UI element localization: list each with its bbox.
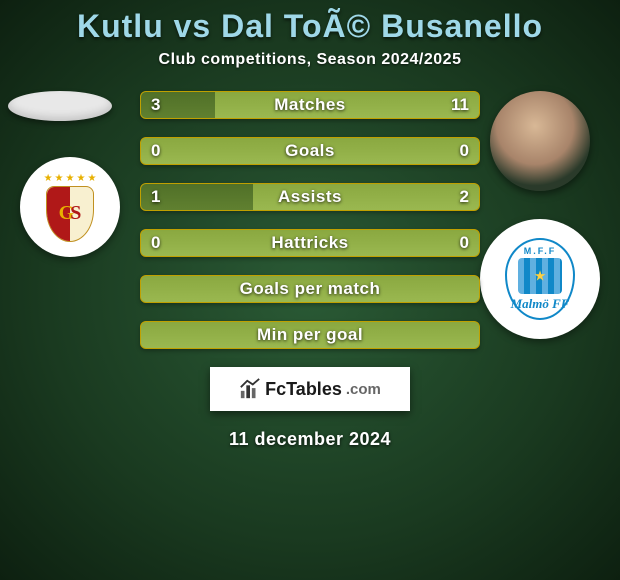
watermark: FcTables.com <box>210 367 410 411</box>
stat-right-value: 2 <box>460 184 469 210</box>
stat-left-value: 0 <box>151 138 160 164</box>
crest-star-icon: ★ <box>534 268 547 285</box>
stat-left-value: 3 <box>151 92 160 118</box>
player-right-avatar <box>490 91 590 191</box>
stats-bars: 3 Matches 11 0 Goals 0 1 Assists 2 0 Hattricks 0 Goa… <box>140 91 480 367</box>
stat-label: Hattricks <box>271 233 348 253</box>
stat-right-value: 0 <box>460 138 469 164</box>
crest-top-text: M.F.F <box>524 246 557 256</box>
card: Kutlu vs Dal ToÃ© Busanello Club competi… <box>0 0 620 580</box>
stat-row: Min per goal <box>140 321 480 349</box>
stat-label: Goals <box>285 141 335 161</box>
stat-left-value: 1 <box>151 184 160 210</box>
date-text: 11 december 2024 <box>229 429 391 450</box>
club-right-badge: M.F.F ★ Malmö FF <box>480 219 600 339</box>
crest-bottom-text: Malmö FF <box>511 296 570 312</box>
chart-icon <box>239 378 261 400</box>
stat-label: Goals per match <box>240 279 381 299</box>
page-title: Kutlu vs Dal ToÃ© Busanello <box>0 8 620 45</box>
page-subtitle: Club competitions, Season 2024/2025 <box>0 51 620 69</box>
stat-right-value: 0 <box>460 230 469 256</box>
stat-label: Matches <box>274 95 346 115</box>
stat-right-value: 11 <box>451 92 469 118</box>
stat-row: 0 Hattricks 0 <box>140 229 480 257</box>
crest-shield: GS <box>46 186 94 242</box>
stat-label: Assists <box>278 187 342 207</box>
crest-stars: ★★★★★ <box>44 173 97 184</box>
crest-stripes: ★ <box>518 258 562 294</box>
stat-row: 1 Assists 2 <box>140 183 480 211</box>
main-area: ★★★★★ GS M.F.F ★ Malmö FF 3Matches110Goa… <box>0 97 620 497</box>
stat-row: 0 Goals 0 <box>140 137 480 165</box>
stat-row: 3 Matches 11 <box>140 91 480 119</box>
watermark-text: FcTables <box>265 379 342 400</box>
watermark-suffix: .com <box>346 381 381 398</box>
player-left-placeholder <box>8 91 112 121</box>
galatasaray-crest-icon: ★★★★★ GS <box>44 173 97 242</box>
club-left-badge: ★★★★★ GS <box>20 157 120 257</box>
malmo-crest-icon: M.F.F ★ Malmö FF <box>505 238 575 320</box>
stat-left-value: 0 <box>151 230 160 256</box>
stat-row: Goals per match <box>140 275 480 303</box>
stat-label: Min per goal <box>257 325 363 345</box>
